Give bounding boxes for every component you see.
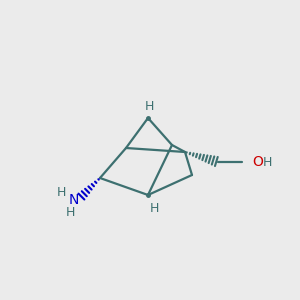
Text: H: H	[149, 202, 159, 214]
Text: O: O	[252, 155, 263, 169]
Text: N: N	[69, 193, 79, 207]
Text: H: H	[263, 155, 272, 169]
Text: H: H	[65, 206, 75, 218]
Text: H: H	[144, 100, 154, 112]
Text: H: H	[56, 185, 66, 199]
